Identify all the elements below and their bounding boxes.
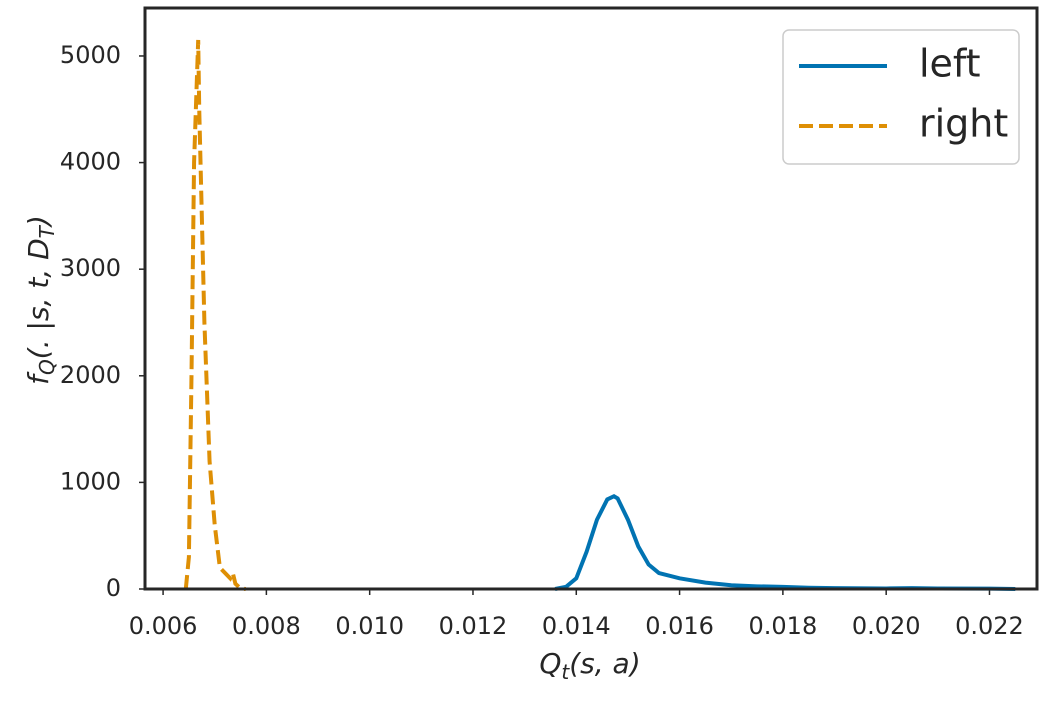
x-tick-label: 0.012 — [439, 612, 508, 640]
x-tick-label: 0.018 — [749, 612, 818, 640]
y-tick-label: 1000 — [60, 467, 121, 495]
x-tick-label: 0.022 — [955, 612, 1024, 640]
x-tick-label: 0.014 — [542, 612, 611, 640]
line-series — [554, 493, 1016, 591]
x-tick-label: 0.008 — [232, 612, 301, 640]
legend-label: right — [919, 102, 1008, 146]
x-tick-label: 0.016 — [645, 612, 714, 640]
legend-box — [782, 29, 1020, 165]
x-axis-label: Qt(s, a) — [539, 647, 640, 684]
plot-frame — [143, 6, 1039, 591]
legend-label: left — [919, 42, 981, 86]
y-tick-label: 5000 — [60, 41, 121, 69]
y-tick-label: 0 — [106, 574, 121, 602]
x-tick-label: 0.006 — [129, 612, 198, 640]
x-tick-label: 0.020 — [852, 612, 921, 640]
line-series — [183, 39, 246, 591]
legend: left right — [782, 29, 1020, 165]
x-tick-label: 0.010 — [335, 612, 404, 640]
y-tick-label: 2000 — [60, 361, 121, 389]
y-tick-label: 4000 — [60, 148, 121, 176]
y-axis-label: fQ(. |s, t, DT) — [22, 215, 59, 385]
y-tick-label: 3000 — [60, 254, 121, 282]
